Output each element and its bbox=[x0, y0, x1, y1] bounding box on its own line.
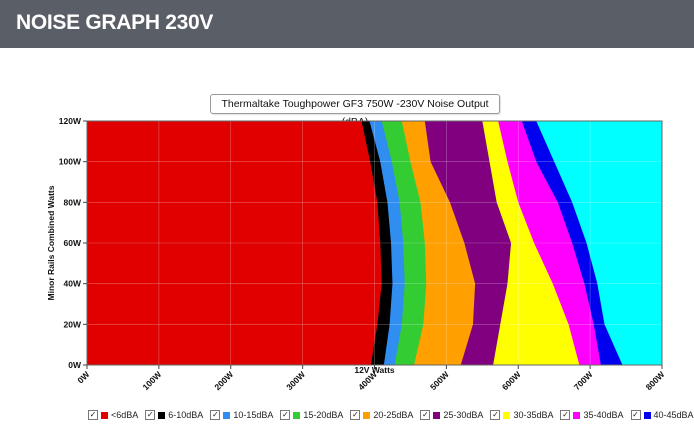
y-tick-label: 120W bbox=[59, 116, 82, 126]
legend-item[interactable]: ✓ <6dBA bbox=[88, 410, 138, 420]
legend-item[interactable]: ✓ 30-35dBA bbox=[490, 410, 553, 420]
legend-label: 30-35dBA bbox=[513, 410, 554, 420]
legend-label: 25-30dBA bbox=[443, 410, 484, 420]
legend-item[interactable]: ✓ 20-25dBA bbox=[350, 410, 413, 420]
legend-checkbox[interactable]: ✓ bbox=[88, 410, 98, 420]
y-tick-label: 40W bbox=[64, 279, 82, 289]
band-red-strip bbox=[88, 190, 92, 365]
legend-checkbox[interactable]: ✓ bbox=[145, 410, 156, 420]
legend-label: 20-25dBA bbox=[373, 410, 414, 420]
page-header: NOISE GRAPH 230V bbox=[0, 0, 694, 48]
legend-checkbox[interactable]: ✓ bbox=[280, 410, 291, 420]
chart-legend: ✓ <6dBA ✓ 6-10dBA ✓ 10-15dBA ✓ 15-20dBA ✓ 20-25dB… bbox=[88, 408, 694, 422]
y-tick-label: 0W bbox=[68, 360, 82, 370]
legend-swatch bbox=[223, 411, 231, 419]
legend-label: 10-15dBA bbox=[233, 410, 274, 420]
legend-item[interactable]: ✓ 40-45dBA bbox=[630, 410, 694, 420]
legend-item[interactable]: ✓ 15-20dBA bbox=[280, 410, 343, 420]
x-tick-label: 600W bbox=[500, 369, 523, 392]
legend-swatch bbox=[573, 411, 581, 419]
plot-bands bbox=[87, 121, 662, 365]
legend-checkbox[interactable]: ✓ bbox=[490, 410, 501, 420]
page-title: NOISE GRAPH 230V bbox=[16, 11, 214, 34]
y-ticks: 0W 20W 40W 60W 80W 100W 120W bbox=[59, 116, 87, 370]
y-axis-label: Minor Rails Combined Watts bbox=[46, 185, 56, 300]
legend-swatch bbox=[363, 411, 371, 419]
legend-item[interactable]: ✓ 10-15dBA bbox=[210, 410, 273, 420]
x-tick-label: 100W bbox=[141, 369, 164, 392]
legend-label: 35-40dBA bbox=[583, 410, 624, 420]
legend-label: 40-45dBA bbox=[653, 410, 694, 420]
y-tick-label: 20W bbox=[64, 319, 82, 329]
legend-item[interactable]: ✓ 35-40dBA bbox=[560, 410, 624, 420]
legend-label: 15-20dBA bbox=[303, 410, 344, 420]
legend-checkbox[interactable]: ✓ bbox=[630, 410, 641, 420]
legend-swatch bbox=[293, 411, 301, 419]
x-tick-label: 0W bbox=[75, 369, 92, 386]
legend-swatch bbox=[503, 411, 511, 419]
band-1 bbox=[87, 121, 382, 365]
legend-checkbox[interactable]: ✓ bbox=[420, 410, 431, 420]
y-tick-label: 80W bbox=[64, 197, 82, 207]
y-tick-label: 60W bbox=[64, 238, 82, 248]
legend-item[interactable]: ✓ 25-30dBA bbox=[420, 410, 483, 420]
legend-label: <6dBA bbox=[111, 410, 139, 420]
legend-swatch bbox=[158, 411, 166, 419]
x-tick-label: 500W bbox=[428, 369, 451, 392]
x-tick-label: 200W bbox=[212, 369, 235, 392]
x-tick-label: 700W bbox=[572, 369, 595, 392]
x-tick-label: 800W bbox=[644, 369, 667, 392]
x-axis-label: 12V Watts bbox=[354, 365, 395, 375]
legend-swatch bbox=[101, 411, 108, 419]
legend-checkbox[interactable]: ✓ bbox=[350, 410, 361, 420]
y-tick-label: 100W bbox=[59, 157, 82, 167]
legend-label: 6-10dBA bbox=[168, 410, 204, 420]
legend-checkbox[interactable]: ✓ bbox=[560, 410, 571, 420]
legend-item[interactable]: ✓ 6-10dBA bbox=[145, 410, 203, 420]
x-tick-label: 300W bbox=[284, 369, 307, 392]
legend-swatch bbox=[643, 411, 651, 419]
legend-swatch bbox=[433, 411, 441, 419]
legend-checkbox[interactable]: ✓ bbox=[210, 410, 221, 420]
chart-title-box: Thermaltake Toughpower GF3 750W -230V No… bbox=[210, 94, 500, 128]
